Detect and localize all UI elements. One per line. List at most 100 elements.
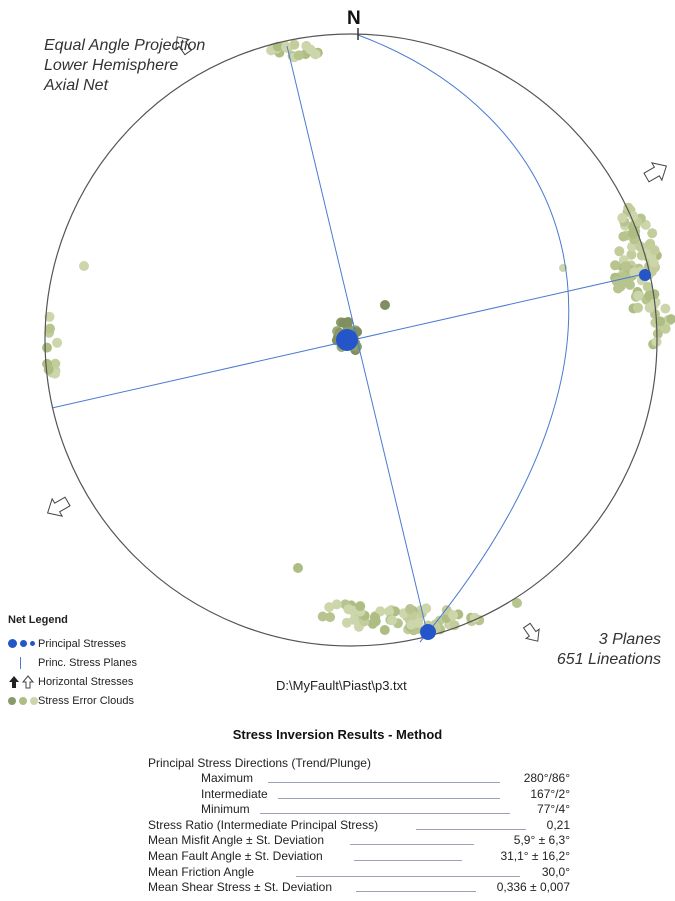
result-row: Minimum 77°/4° xyxy=(148,802,570,818)
error-cloud-dot xyxy=(293,563,303,573)
hollow-arrow-icon xyxy=(522,622,540,642)
error-cloud-dot xyxy=(512,598,522,608)
result-value: 0,21 xyxy=(546,817,570,832)
error-cloud-dot xyxy=(644,302,655,313)
result-label: Mean Fault Angle ± St. Deviation xyxy=(148,848,323,863)
error-cloud-dot xyxy=(413,617,424,628)
results-title: Stress Inversion Results - Method xyxy=(232,727,443,742)
hollow-arrow-icon xyxy=(643,162,668,183)
legend-label: Princ. Stress Planes xyxy=(38,656,138,669)
error-cloud-dot xyxy=(666,314,675,325)
error-cloud-dot xyxy=(380,300,390,310)
result-value: 5,9° ± 6,3° xyxy=(513,833,570,848)
error-cloud-dot xyxy=(626,249,637,260)
error-cloud-dot xyxy=(343,604,354,615)
legend-item: Horizontal Stresses xyxy=(8,672,137,691)
result-value: 31,1° ± 16,2° xyxy=(500,848,570,863)
net-type-label: Axial Net xyxy=(44,77,109,94)
directions-header: Principal Stress Directions (Trend/Plung… xyxy=(148,755,570,771)
result-row: Mean Fault Angle ± St. Deviation 31,1° ±… xyxy=(148,849,570,865)
result-value: 167°/2° xyxy=(530,786,570,801)
error-cloud-dot xyxy=(448,610,459,621)
net-legend: Net Legend Principal Stresses Princ. Str… xyxy=(8,614,137,710)
error-cloud-dot xyxy=(379,625,390,635)
error-cloud-dot xyxy=(79,261,89,271)
error-cloud-dot xyxy=(421,603,432,614)
error-cloud-dot xyxy=(355,601,366,612)
lineations-count: 651 Lineations xyxy=(556,651,661,668)
error-cloud-dot xyxy=(349,614,360,625)
error-cloud-dot xyxy=(42,342,52,353)
error-cloud-dot xyxy=(44,311,55,322)
error-cloud-dot xyxy=(384,606,395,617)
error-cloud-dot xyxy=(324,602,335,613)
error-cloud-dot xyxy=(310,49,321,60)
sigma2-intermediate-marker xyxy=(420,624,436,640)
legend-item: Stress Error Clouds xyxy=(8,691,137,710)
error-cloud-dot xyxy=(325,612,336,623)
sigma3-minimum-marker xyxy=(639,269,651,281)
error-cloud-dot xyxy=(610,260,621,271)
error-cloud-dot xyxy=(45,323,55,334)
stress-plane-line-icon xyxy=(8,656,38,669)
primitive-circle xyxy=(44,33,658,647)
hollow-arrow-icon xyxy=(46,496,71,517)
error-cloud-dot xyxy=(272,41,283,52)
result-label: Maximum xyxy=(201,771,254,785)
projection-label: Equal Angle Projection Lower Hemisphere … xyxy=(44,36,205,96)
error-cloud-dot xyxy=(617,212,628,223)
stress-plane-great-circle xyxy=(357,34,570,643)
error-cloud-dot xyxy=(625,279,635,290)
error-cloud-dot xyxy=(52,337,63,348)
legend-label: Stress Error Clouds xyxy=(38,694,134,707)
error-cloud-dot xyxy=(633,290,644,301)
legend-item: Princ. Stress Planes xyxy=(8,653,137,672)
error-cloud-dot xyxy=(614,246,625,257)
error-cloud-dot xyxy=(469,612,480,623)
error-cloud-dot xyxy=(649,245,660,256)
error-cloud-dot xyxy=(289,39,300,50)
results-table: Principal Stress Directions (Trend/Plung… xyxy=(148,755,570,896)
error-cloud-dot xyxy=(613,283,623,294)
principal-stress-dots-icon xyxy=(8,639,38,648)
result-label: Mean Misfit Angle ± St. Deviation xyxy=(148,833,324,848)
result-value: 280°/86° xyxy=(523,771,570,785)
error-cloud-dot xyxy=(281,42,292,53)
result-label: Intermediate xyxy=(201,786,268,801)
error-cloud-dot xyxy=(369,612,380,623)
error-cloud-dot xyxy=(317,611,328,622)
legend-item: Principal Stresses xyxy=(8,634,137,653)
planes-count: 3 Planes xyxy=(598,631,661,648)
error-cloud-dot xyxy=(338,317,349,328)
sigma1-maximum-marker xyxy=(336,329,358,351)
result-row: Mean Shear Stress ± St. Deviation 0,336 … xyxy=(148,880,570,896)
result-row: Maximum 280°/86° xyxy=(148,771,570,787)
error-cloud-dot xyxy=(405,604,416,614)
result-label: Stress Ratio (Intermediate Principal Str… xyxy=(148,817,379,832)
data-summary: 3 Planes 651 Lineations xyxy=(557,630,661,670)
result-value: 77°/4° xyxy=(537,802,570,817)
error-cloud-dot xyxy=(449,620,460,631)
error-cloud-dot xyxy=(628,211,639,221)
legend-title: Net Legend xyxy=(8,614,68,626)
result-row: Stress Ratio (Intermediate Principal Str… xyxy=(148,818,570,834)
result-value: 30,0° xyxy=(541,864,570,879)
error-cloud-dot xyxy=(649,289,660,300)
stress-error-clouds xyxy=(42,39,675,636)
error-cloud-dot xyxy=(652,328,663,339)
directions-header-label: Principal Stress Directions (Trend/Plung… xyxy=(148,756,371,770)
error-cloud-dot xyxy=(627,228,638,239)
stereonet xyxy=(42,28,675,647)
hollow-arrow-icon xyxy=(175,36,193,56)
error-cloud-dot xyxy=(331,599,342,610)
error-cloud-dot xyxy=(620,261,631,272)
legend-label: Principal Stresses xyxy=(38,637,127,650)
horizontal-stress-arrows-icon xyxy=(8,674,38,689)
north-label: N xyxy=(347,8,361,29)
error-cloud-dot xyxy=(655,316,666,327)
hemisphere-label: Lower Hemisphere xyxy=(44,57,179,74)
result-label: Mean Friction Angle xyxy=(148,864,255,879)
principal-stress-markers xyxy=(336,269,651,640)
error-cloud-dot xyxy=(629,267,640,278)
projection-type: Equal Angle Projection xyxy=(44,37,206,54)
